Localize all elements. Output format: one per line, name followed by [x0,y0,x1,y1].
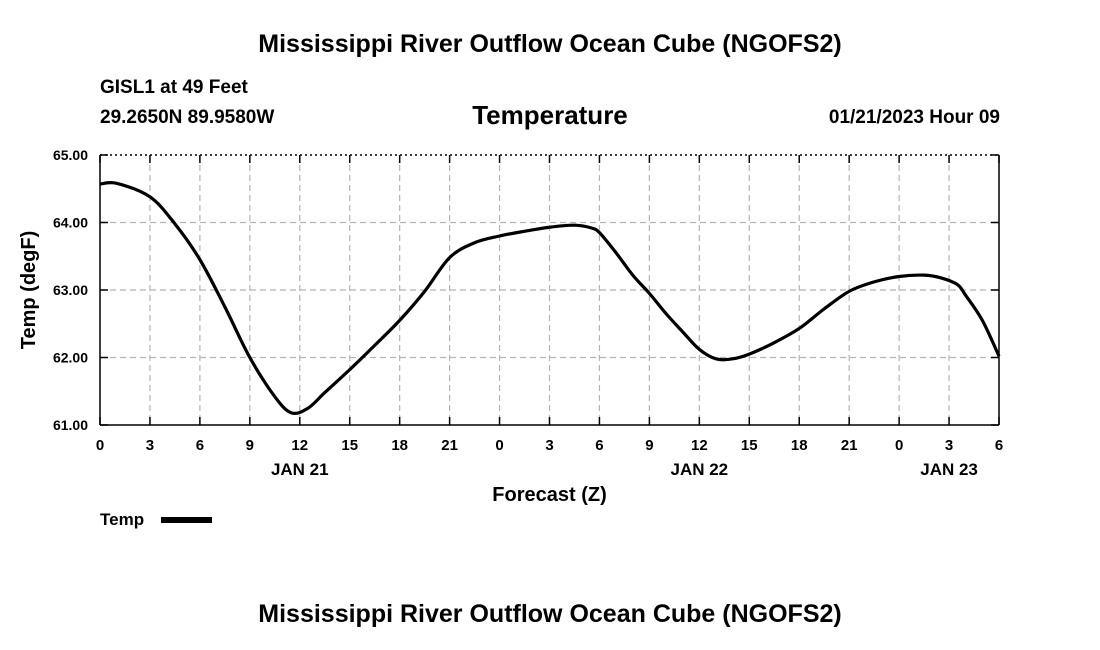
x-tick-label: 6 [196,437,204,454]
y-tick-label: 61.00 [53,417,88,433]
x-tick-label: 3 [545,437,553,454]
date-label: JAN 23 [920,460,978,479]
x-tick-label: 15 [341,437,358,454]
x-tick-label: 12 [291,437,308,454]
chart-title: Temperature [472,100,628,130]
y-axis-title: Temp (degF) [18,231,40,350]
x-tick-label: 12 [691,437,708,454]
x-tick-label: 0 [96,437,104,454]
y-tick-label: 63.00 [53,282,88,298]
x-axis-title: Forecast (Z) [492,484,606,506]
x-tick-label: 18 [791,437,808,454]
x-tick-label: 3 [146,437,154,454]
y-tick-label: 64.00 [53,215,88,231]
y-tick-label: 62.00 [53,350,88,366]
page-title: Mississippi River Outflow Ocean Cube (NG… [258,30,842,58]
station-coordinates: 29.2650N 89.9580W [100,107,275,128]
x-tick-label: 9 [246,437,254,454]
x-tick-label: 6 [595,437,603,454]
x-tick-label: 6 [995,437,1003,454]
x-tick-label: 21 [841,437,858,454]
date-label: JAN 22 [671,460,729,479]
x-tick-label: 9 [645,437,653,454]
x-tick-label: 0 [895,437,903,454]
footer-title: Mississippi River Outflow Ocean Cube (NG… [258,600,842,628]
temperature-chart: 0 3 6 9 12 15 18 21 0 3 6 9 12 15 18 21 0 3 6 61.00 62.00 63.… [18,147,1003,529]
temp-series-line [99,180,1001,415]
legend-label: Temp [100,510,144,529]
x-tick-label: 21 [441,437,458,454]
x-tick-label: 15 [741,437,758,454]
y-tick-label: 65.00 [53,147,88,163]
date-label: JAN 21 [271,460,329,479]
x-tick-label: 18 [391,437,408,454]
station-label: GISL1 at 49 Feet [100,77,248,98]
x-tick-label: 0 [495,437,503,454]
forecast-datetime: 01/21/2023 Hour 09 [828,107,1000,128]
x-tick-label: 3 [945,437,953,454]
